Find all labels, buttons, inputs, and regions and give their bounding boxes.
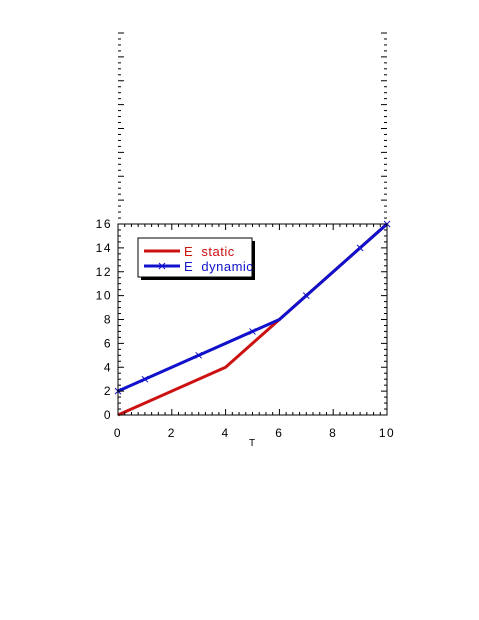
x-tick-label: 10 bbox=[379, 426, 395, 440]
legend-box bbox=[137, 237, 253, 278]
y-tick-label: 12 bbox=[96, 265, 112, 279]
y-tick-label: 2 bbox=[104, 384, 112, 398]
legend-label-0: E static bbox=[184, 244, 235, 259]
y-tick-label: 16 bbox=[96, 217, 112, 231]
y-tick-label: 4 bbox=[104, 360, 112, 374]
x-tick-label: 4 bbox=[222, 426, 230, 440]
plot-area bbox=[114, 220, 391, 417]
series-marker-1-2 bbox=[195, 351, 203, 359]
legend-label-1: E dynamic bbox=[184, 259, 253, 274]
y-tick-label: 8 bbox=[104, 313, 112, 327]
x-tick-label: 6 bbox=[275, 426, 283, 440]
y-tick-label: 14 bbox=[96, 241, 112, 255]
series-marker-1-3 bbox=[249, 328, 256, 335]
series-marker-1-5 bbox=[356, 244, 364, 252]
series-line-1 bbox=[117, 222, 388, 393]
series-marker-1-1 bbox=[141, 375, 149, 383]
y-tick-label: 6 bbox=[104, 336, 112, 350]
x-axis-label: T bbox=[249, 438, 255, 449]
x-tick-label: 8 bbox=[329, 426, 337, 440]
series-marker-1-4 bbox=[302, 292, 310, 299]
y-tick-label: 10 bbox=[96, 289, 112, 303]
legend-marker-1 bbox=[158, 262, 166, 270]
ticks: 0 2 4 6 8 10 12 14 16 0 2 4 6 8 10 T bbox=[96, 32, 395, 449]
y-tick-label: 0 bbox=[104, 408, 112, 422]
x-tick-label: 2 bbox=[168, 426, 176, 440]
x-tick-label: 0 bbox=[114, 426, 122, 440]
